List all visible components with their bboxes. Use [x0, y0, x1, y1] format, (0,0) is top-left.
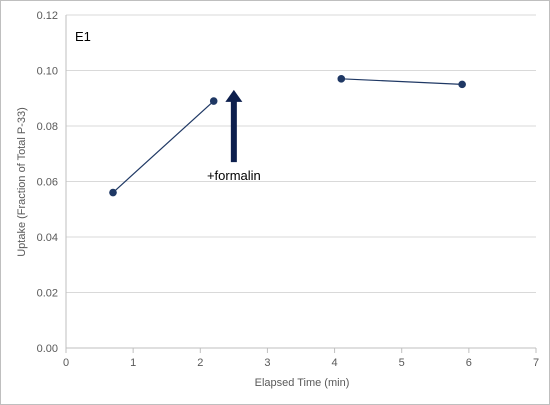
series-segment: [112, 100, 215, 194]
x-tick-label: 0: [63, 357, 69, 369]
y-tick-label: 0.06: [37, 177, 58, 189]
y-tick-label: 0.00: [37, 343, 58, 355]
y-axis-title: Uptake (Fraction of Total P-33): [16, 107, 28, 257]
x-tick-label: 1: [130, 357, 136, 369]
data-point: [209, 97, 218, 105]
y-tick-label: 0.04: [37, 232, 58, 244]
y-tick-label: 0.08: [37, 121, 58, 133]
y-tick-label: 0.12: [37, 10, 58, 22]
formalin-annotation-label: +formalin: [207, 168, 261, 183]
data-point: [458, 80, 466, 89]
x-axis-title: Elapsed Time (min): [255, 377, 350, 389]
x-tick-label: 6: [466, 357, 472, 369]
data-point: [109, 188, 117, 197]
x-tick-label: 2: [197, 357, 203, 369]
axes-layer: [65, 15, 537, 353]
series-layer: [109, 75, 466, 197]
series-segment: [341, 78, 463, 85]
x-tick-label: 5: [399, 357, 405, 369]
x-tick-label: 3: [264, 357, 270, 369]
x-tick-label: 7: [533, 357, 539, 369]
x-tick-label: 4: [332, 357, 338, 369]
tick-labels: 0.00 0.02 0.04 0.06 0.08 0.10 0.12 0 1 2 3 4 5 6 7: [37, 10, 539, 369]
y-tick-label: 0.10: [37, 66, 58, 78]
data-point: [337, 75, 346, 83]
y-tick-label: 0.02: [37, 288, 58, 300]
annotation-layer: +formalin: [207, 89, 261, 183]
formalin-arrow-icon: [225, 89, 243, 163]
panel-label: E1: [75, 29, 91, 44]
grid-layer: [66, 14, 536, 293]
